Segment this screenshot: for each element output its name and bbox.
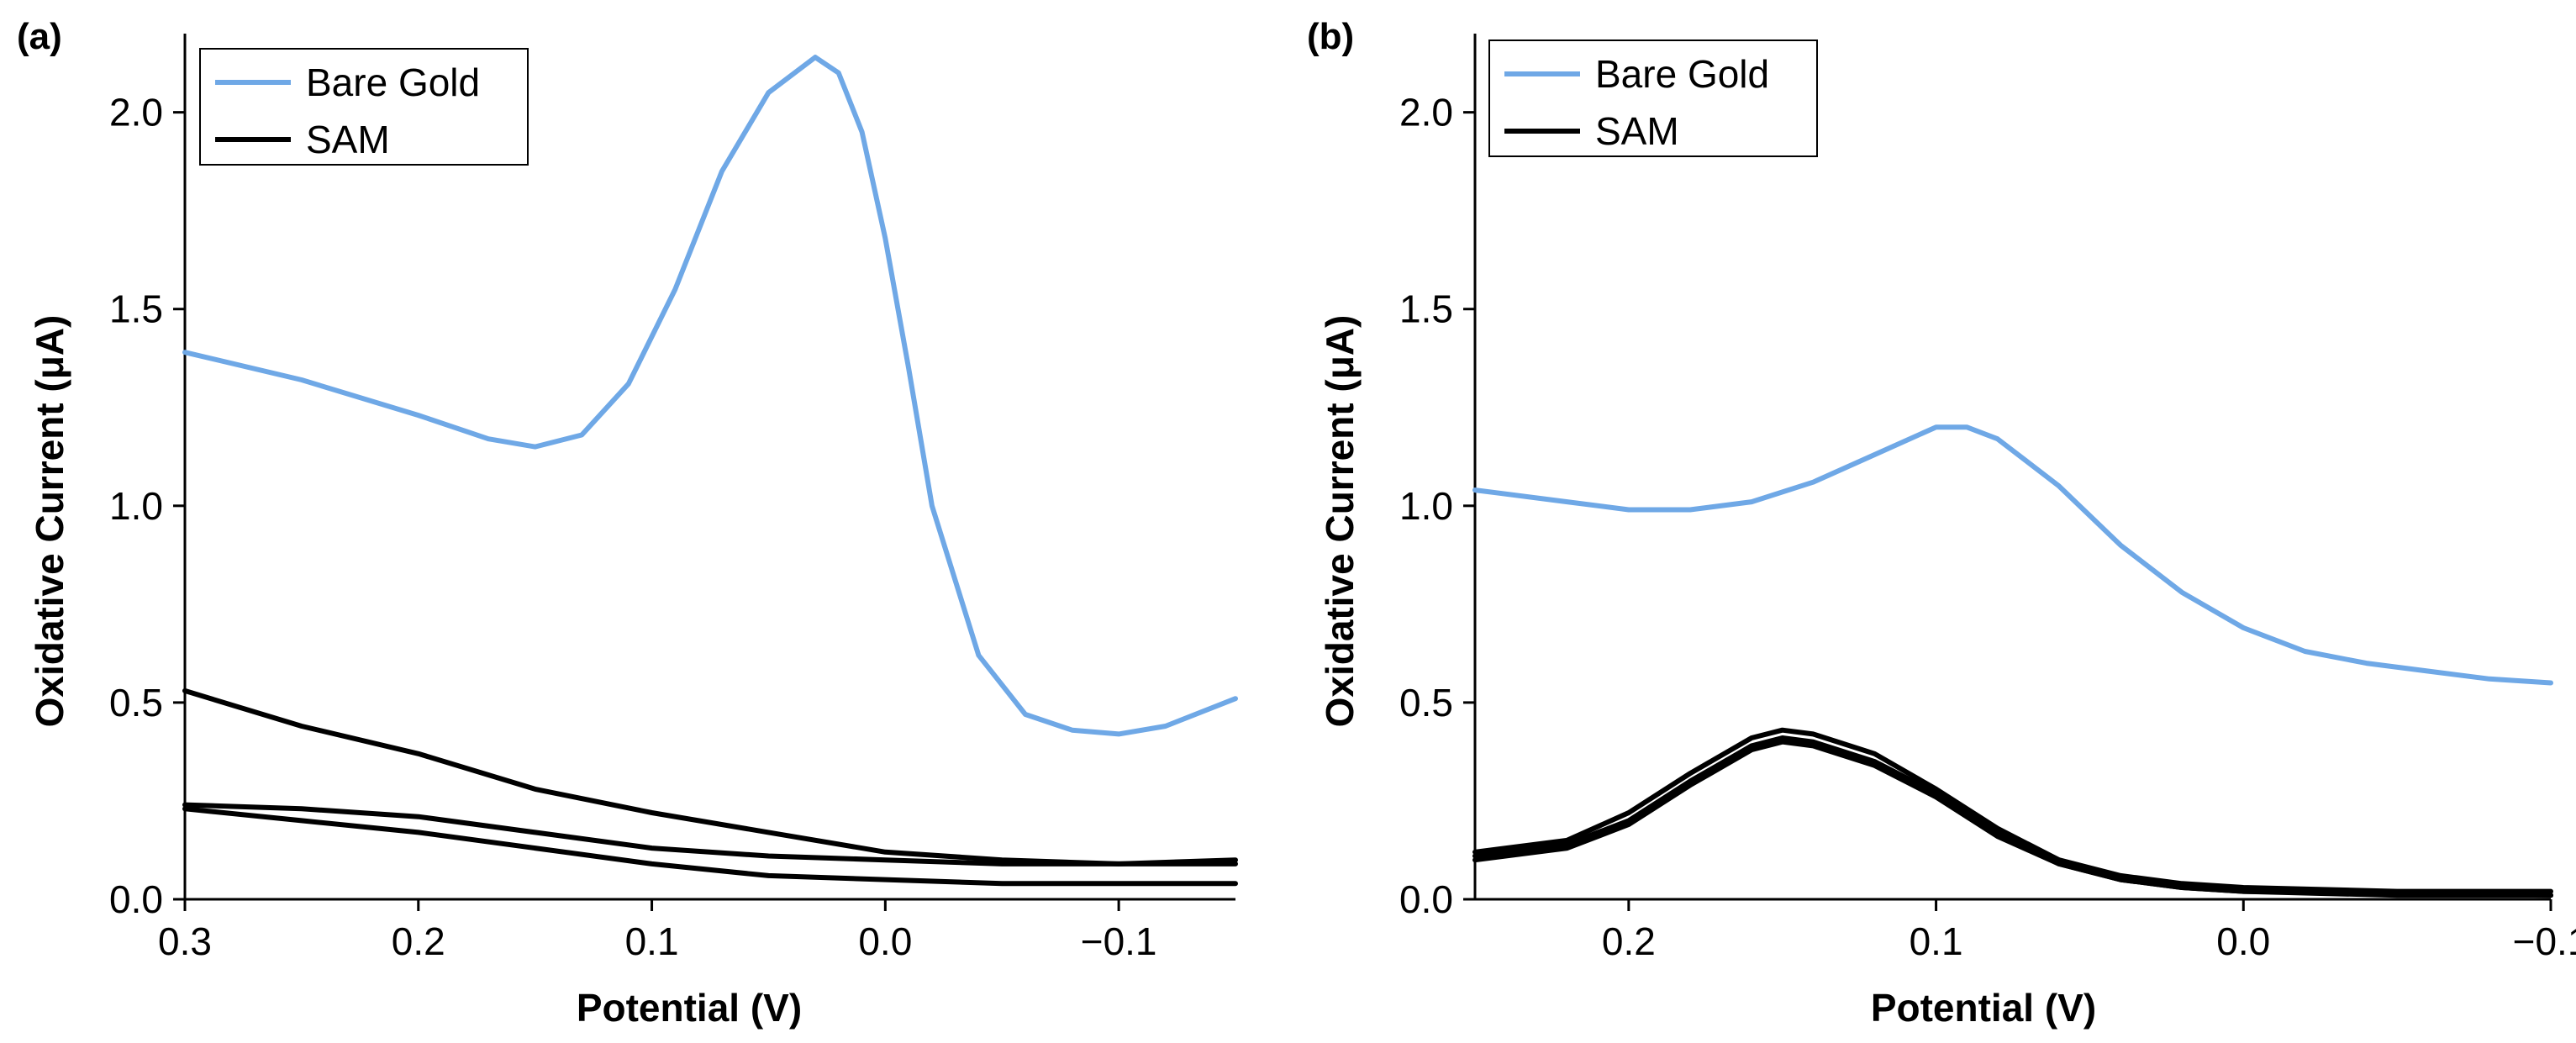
panel-a-y-tick-label: 1.5 [109, 287, 163, 331]
panel-b-y-tick-label: 2.0 [1399, 91, 1453, 134]
panel-a-label: (a) [17, 16, 62, 57]
panel-b-y-tick-label: 0.5 [1399, 681, 1453, 724]
panel-a-legend-bare-gold-label: Bare Gold [306, 61, 480, 104]
panel-a-legend: Bare Gold SAM [199, 48, 529, 166]
panel-b-series-sam-1 [1472, 727, 2553, 894]
panel-a-legend-box [199, 48, 529, 166]
panel-a-x-axis-title: Potential (V) [577, 986, 802, 1030]
panel-b-legend-box [1488, 40, 1818, 157]
panel-b-x-tick-label: 0.1 [1910, 919, 1963, 963]
panel-a-series-sam-1 [182, 687, 1238, 867]
panel-a-y-tick-label: 0.0 [109, 877, 163, 921]
panel-a: (a) Oxidative Current (μA) Potential (V)… [17, 16, 1238, 1030]
panel-a-y-axis-title: Oxidative Current (μA) [28, 315, 71, 728]
panel-b-x-axis-title: Potential (V) [1871, 986, 2096, 1030]
panel-b-series [1472, 424, 2553, 898]
panel-b: (b) Oxidative Current (μA) Potential (V)… [1307, 16, 2576, 1030]
panel-b-y-tick-label: 1.5 [1399, 287, 1453, 331]
panel-b-legend: Bare Gold SAM [1488, 40, 1818, 157]
panel-a-y-tick-label: 1.0 [109, 484, 163, 528]
panel-a-y-tick-label: 0.5 [109, 681, 163, 724]
panel-a-series-bare-gold-0 [182, 55, 1238, 737]
panel-b-label: (b) [1307, 16, 1354, 57]
panel-b-y-tick-label: 1.0 [1399, 484, 1453, 528]
panel-a-x-tick-label: 0.0 [858, 919, 912, 963]
panel-a-axes: 0.0 0.5 1.0 1.5 2.0 0.3 0.2 0.1 0.0 −0.1 [109, 34, 1235, 963]
panel-a-series-sam-2 [182, 802, 1238, 867]
panel-a-series-sam-3 [182, 806, 1238, 887]
panel-b-y-tick-label: 0.0 [1399, 877, 1453, 921]
panel-b-x-tick-label: −0.1 [2513, 919, 2576, 963]
panel-b-x-tick-label: 0.0 [2216, 919, 2270, 963]
panel-b-axes: 0.0 0.5 1.0 1.5 2.0 0.2 0.1 0.0 −0.1 [1399, 34, 2576, 963]
panel-a-legend-sam-label: SAM [306, 118, 390, 161]
panel-b-legend-sam-label: SAM [1595, 109, 1679, 153]
panel-b-series-bare-gold-0 [1472, 424, 2553, 686]
panel-a-y-tick-label: 2.0 [109, 91, 163, 134]
panel-b-x-tick-label: 0.2 [1602, 919, 1656, 963]
panel-b-y-axis-title: Oxidative Current (μA) [1318, 315, 1362, 728]
panel-a-x-tick-label: −0.1 [1081, 919, 1157, 963]
panel-a-x-tick-label: 0.3 [158, 919, 212, 963]
panel-a-x-tick-label: 0.2 [392, 919, 445, 963]
panel-b-legend-bare-gold-label: Bare Gold [1595, 52, 1769, 96]
panel-a-series [182, 55, 1238, 887]
panel-a-x-tick-label: 0.1 [625, 919, 679, 963]
panel-b-series-sam-3 [1472, 739, 2553, 898]
